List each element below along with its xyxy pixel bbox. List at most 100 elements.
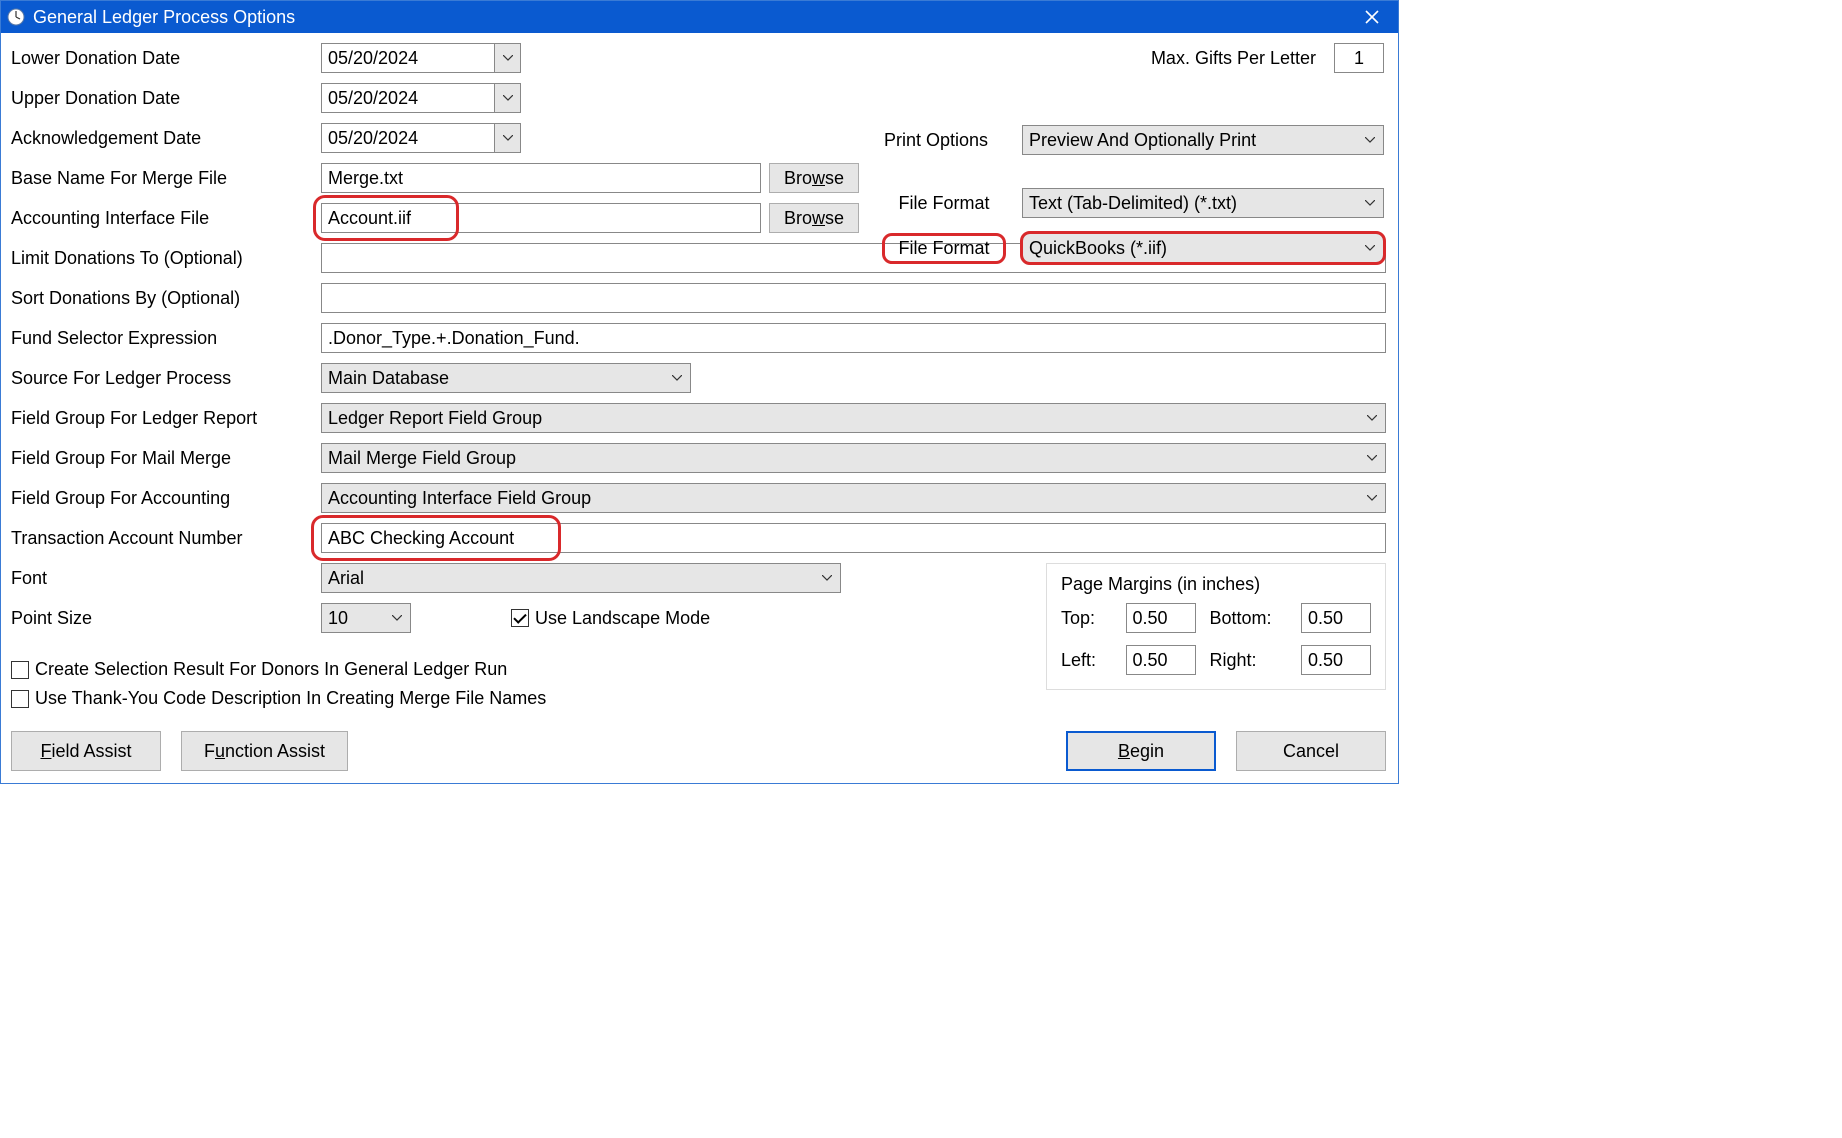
upper-date-label: Upper Donation Date (11, 88, 321, 109)
margin-right-input[interactable] (1301, 645, 1371, 675)
chevron-down-icon (392, 615, 402, 621)
titlebar: General Ledger Process Options (1, 1, 1398, 33)
upper-date-input[interactable]: 05/20/2024 (321, 83, 521, 113)
fg-merge-select[interactable]: Mail Merge Field Group (321, 443, 1386, 473)
lower-date-dropdown[interactable] (494, 44, 520, 72)
lower-date-input[interactable]: 05/20/2024 (321, 43, 521, 73)
fg-acct-value: Accounting Interface Field Group (328, 488, 591, 509)
create-selection-checkbox[interactable]: Create Selection Result For Donors In Ge… (11, 659, 1026, 680)
window-title: General Ledger Process Options (33, 7, 1352, 28)
margin-left-input[interactable] (1126, 645, 1196, 675)
chevron-down-icon (822, 575, 832, 581)
margin-top-label: Top: (1061, 608, 1112, 629)
acct-file-input[interactable] (321, 203, 761, 233)
function-assist-button[interactable]: Function Assist (181, 731, 348, 771)
merge-file-input[interactable] (321, 163, 761, 193)
checkbox-icon (11, 661, 29, 679)
fund-sel-input[interactable] (321, 323, 1386, 353)
lower-date-label: Lower Donation Date (11, 48, 321, 69)
file-format-acct-label: File Format (884, 235, 1004, 262)
max-gifts-group: Max. Gifts Per Letter (1151, 43, 1384, 73)
row-sort-by: Sort Donations By (Optional) (11, 283, 1386, 313)
file-format-merge-group: File Format Text (Tab-Delimited) (*.txt) (884, 188, 1384, 218)
chevron-down-icon (1365, 137, 1375, 143)
chevron-down-icon (503, 95, 513, 101)
fg-ledger-label: Field Group For Ledger Report (11, 408, 321, 429)
landscape-checkbox[interactable]: Use Landscape Mode (511, 608, 710, 629)
file-format-acct-value: QuickBooks (*.iif) (1029, 238, 1167, 259)
font-label: Font (11, 568, 321, 589)
cancel-button[interactable]: Cancel (1236, 731, 1386, 771)
thank-you-checkbox[interactable]: Use Thank-You Code Description In Creati… (11, 688, 1026, 709)
ack-date-label: Acknowledgement Date (11, 128, 321, 149)
merge-file-label: Base Name For Merge File (11, 168, 321, 189)
landscape-label: Use Landscape Mode (535, 608, 710, 629)
max-gifts-input[interactable] (1334, 43, 1384, 73)
chevron-down-icon (503, 55, 513, 61)
ack-date-value: 05/20/2024 (322, 124, 494, 152)
txn-acct-label: Transaction Account Number (11, 528, 321, 549)
lower-date-value: 05/20/2024 (322, 44, 494, 72)
print-options-select[interactable]: Preview And Optionally Print (1022, 125, 1384, 155)
fg-acct-select[interactable]: Accounting Interface Field Group (321, 483, 1386, 513)
source-select[interactable]: Main Database (321, 363, 691, 393)
chevron-down-icon (1365, 245, 1375, 251)
txn-acct-input[interactable] (321, 523, 1386, 553)
row-font-margins: Font Arial Point Size 10 Use Land (11, 563, 1386, 717)
dialog-window: General Ledger Process Options Max. Gift… (0, 0, 1399, 784)
checkbox-icon (11, 690, 29, 708)
font-select[interactable]: Arial (321, 563, 841, 593)
source-label: Source For Ledger Process (11, 368, 321, 389)
browse-acct-button[interactable]: Browse (769, 203, 859, 233)
row-fg-acct: Field Group For Accounting Accounting In… (11, 483, 1386, 513)
fg-ledger-value: Ledger Report Field Group (328, 408, 542, 429)
browse-merge-button[interactable]: Browse (769, 163, 859, 193)
chevron-down-icon (672, 375, 682, 381)
chevron-down-icon (1367, 495, 1377, 501)
margin-top-input[interactable] (1126, 603, 1196, 633)
row-source: Source For Ledger Process Main Database (11, 363, 1386, 393)
point-size-select[interactable]: 10 (321, 603, 411, 633)
print-options-value: Preview And Optionally Print (1029, 130, 1256, 151)
ack-date-input[interactable]: 05/20/2024 (321, 123, 521, 153)
upper-date-value: 05/20/2024 (322, 84, 494, 112)
acct-file-label: Accounting Interface File (11, 208, 321, 229)
sort-by-input[interactable] (321, 283, 1386, 313)
margin-left-label: Left: (1061, 650, 1112, 671)
close-button[interactable] (1352, 3, 1392, 31)
ack-date-dropdown[interactable] (494, 124, 520, 152)
thank-you-label: Use Thank-You Code Description In Creati… (35, 688, 546, 709)
bottom-button-bar: Field Assist Function Assist Begin Cance… (11, 731, 1386, 771)
print-options-group: Print Options Preview And Optionally Pri… (884, 125, 1384, 155)
file-format-acct-select[interactable]: QuickBooks (*.iif) (1022, 233, 1384, 263)
begin-button[interactable]: Begin (1066, 731, 1216, 771)
print-options-label: Print Options (884, 130, 1004, 151)
limit-to-label: Limit Donations To (Optional) (11, 248, 321, 269)
margin-bottom-label: Bottom: (1210, 608, 1288, 629)
fg-merge-label: Field Group For Mail Merge (11, 448, 321, 469)
row-point-size: Point Size 10 Use Landscape Mode (11, 603, 1026, 633)
row-txn-acct: Transaction Account Number (11, 523, 1386, 553)
fg-ledger-select[interactable]: Ledger Report Field Group (321, 403, 1386, 433)
file-format-merge-label: File Format (884, 193, 1004, 214)
fund-sel-label: Fund Selector Expression (11, 328, 321, 349)
margins-title: Page Margins (in inches) (1061, 574, 1371, 595)
row-font: Font Arial (11, 563, 1026, 593)
row-fg-merge: Field Group For Mail Merge Mail Merge Fi… (11, 443, 1386, 473)
field-assist-button[interactable]: Field Assist (11, 731, 161, 771)
create-selection-label: Create Selection Result For Donors In Ge… (35, 659, 507, 680)
fg-merge-value: Mail Merge Field Group (328, 448, 516, 469)
font-value: Arial (328, 568, 364, 589)
chevron-down-icon (1367, 455, 1377, 461)
dialog-content: Max. Gifts Per Letter Print Options Prev… (1, 33, 1398, 783)
margin-right-label: Right: (1210, 650, 1288, 671)
max-gifts-label: Max. Gifts Per Letter (1151, 48, 1316, 69)
page-margins-group: Page Margins (in inches) Top: Bottom: Le… (1046, 563, 1386, 690)
upper-date-dropdown[interactable] (494, 84, 520, 112)
row-fg-ledger: Field Group For Ledger Report Ledger Rep… (11, 403, 1386, 433)
file-format-merge-select[interactable]: Text (Tab-Delimited) (*.txt) (1022, 188, 1384, 218)
row-upper-date: Upper Donation Date 05/20/2024 (11, 83, 1386, 113)
checkbox-icon (511, 609, 529, 627)
file-format-acct-group: File Format QuickBooks (*.iif) (884, 233, 1384, 263)
margin-bottom-input[interactable] (1301, 603, 1371, 633)
